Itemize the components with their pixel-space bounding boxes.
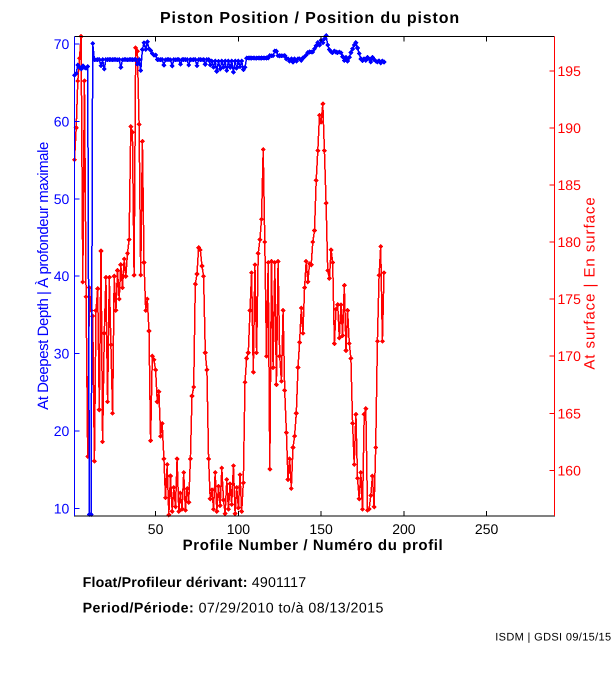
svg-text:Piston Position / Position du: Piston Position / Position du piston: [160, 10, 460, 27]
svg-text:Float/Profileur dérivant: 4901: Float/Profileur dérivant: 4901117: [83, 575, 307, 591]
svg-text:10: 10: [54, 500, 70, 516]
svg-text:Period/Période: 07/29/2010 to/: Period/Période: 07/29/2010 to/à 08/13/20…: [83, 601, 384, 617]
svg-text:150: 150: [309, 521, 333, 537]
svg-text:100: 100: [227, 521, 251, 537]
svg-text:30: 30: [54, 346, 70, 362]
svg-text:160: 160: [558, 462, 582, 478]
svg-text:70: 70: [54, 36, 70, 52]
svg-text:50: 50: [148, 521, 164, 537]
svg-text:200: 200: [392, 521, 416, 537]
svg-text:165: 165: [558, 405, 582, 421]
svg-text:185: 185: [558, 177, 582, 193]
svg-text:190: 190: [558, 120, 582, 136]
svg-text:20: 20: [54, 423, 70, 439]
svg-text:250: 250: [475, 521, 499, 537]
svg-text:At Deepest Depth | À profondeu: At Deepest Depth | À profondeur maximale: [34, 142, 52, 410]
svg-text:60: 60: [54, 114, 70, 130]
svg-text:50: 50: [54, 191, 70, 207]
svg-text:195: 195: [558, 63, 582, 79]
svg-text:Profile Number / Numéro du pro: Profile Number / Numéro du profil: [183, 537, 444, 554]
svg-text:180: 180: [558, 234, 582, 250]
svg-text:ISDM | GDSI 09/15/15: ISDM | GDSI 09/15/15: [495, 632, 611, 644]
svg-text:170: 170: [558, 348, 582, 364]
svg-text:At surface | En surface: At surface | En surface: [582, 196, 599, 369]
svg-text:40: 40: [54, 268, 70, 284]
svg-text:175: 175: [558, 291, 582, 307]
